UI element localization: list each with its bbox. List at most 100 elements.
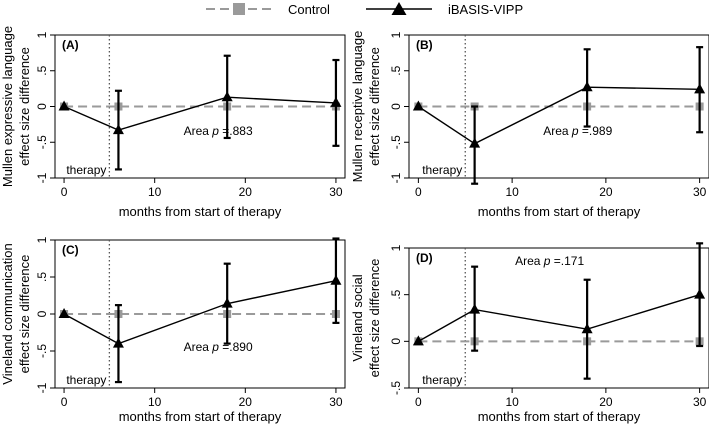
panel-b-xtick-label: 0: [415, 185, 422, 199]
panel-c-ytick-label: -.5: [35, 344, 49, 358]
panel-b-annotation-prefix: Area: [543, 124, 572, 138]
panel-a-ylabel-line2: effect size difference: [17, 47, 32, 166]
panel-b-annotation: Area p =.989: [543, 124, 612, 138]
panel-b-annotation-value: =.989: [579, 124, 613, 138]
panel-d-xtick-label: 30: [693, 395, 707, 409]
panel-c-annotation-prefix: Area: [184, 340, 213, 354]
panel-c-ytick-label: 0: [35, 310, 49, 317]
panel-a-xtick-label: 20: [239, 185, 253, 199]
panel-b-xtick-label: 30: [693, 185, 707, 199]
legend: Control iBASIS-VIPP: [206, 2, 523, 17]
panel-b-label: (B): [416, 38, 433, 52]
panel-b-ylabel-line1: Mullen receptive language: [350, 31, 365, 183]
panel-c-xtick-label: 30: [329, 395, 343, 409]
panel-d-treatment-point: [412, 335, 424, 346]
panel-c-treatment-line: [63, 280, 337, 345]
panel-d-label: (D): [416, 251, 433, 265]
panel-a-annotation: Area p =.883: [184, 124, 253, 138]
panel-b-xlabel: months from start of therapy: [478, 204, 641, 219]
panel-c-xtick-label: 10: [148, 395, 162, 409]
panel-b-ytick-label: 0: [389, 103, 403, 110]
panel-a-treatment-point: [330, 96, 342, 107]
panel-a-ytick-label: 1: [35, 31, 49, 38]
panel-b-treatment-point: [412, 100, 424, 111]
panel-d-annotation: Area p =.171: [515, 254, 584, 268]
panel-d-annotation-prefix: Area: [515, 254, 544, 268]
panel-c-ytick-label: .5: [35, 272, 49, 282]
panel-c-label: (C): [62, 243, 79, 257]
panel-b-treatment-line: [417, 86, 700, 145]
panel-c-annotation: Area p =.890: [184, 340, 253, 354]
panel-a-ytick-label: -1: [35, 172, 49, 183]
panel-d-annotation-p: p: [543, 254, 551, 268]
panel-c-xtick-label: 20: [239, 395, 253, 409]
panel-a-treatment-point: [112, 124, 124, 135]
panel-b-xtick-label: 10: [505, 185, 519, 199]
legend-control-marker: [233, 3, 245, 15]
panel-b-annotation-p: p: [571, 124, 579, 138]
panel-c-treatment-point: [112, 337, 124, 348]
panel-c-ytick-label: 1: [35, 236, 49, 243]
panel-b-ytick-label: -.5: [389, 135, 403, 149]
panel-a-treatment-line: [63, 96, 336, 131]
legend-treatment-marker: [391, 2, 407, 15]
panel-d-frame: [408, 247, 709, 389]
panel-d-therapy-label: therapy: [422, 373, 462, 387]
panel-a-treatment-point: [221, 91, 233, 102]
panel-d-treatment-point: [694, 288, 706, 299]
panel-c-ylabel-line1: Vineland communication: [0, 243, 15, 384]
panel-d-ytick-label: 0: [389, 338, 403, 345]
panel-a-annotation-prefix: Area: [184, 124, 213, 138]
panel-b-treatment-point: [694, 83, 706, 94]
panel-b-treatment-point: [469, 137, 481, 148]
panel-a-xlabel: months from start of therapy: [119, 204, 282, 219]
legend-control-label: Control: [288, 2, 330, 17]
panel-c-treatment-point: [58, 308, 70, 318]
panel-b-ytick-label: 1: [389, 31, 403, 38]
panel-c-annotation-value: =.890: [219, 340, 253, 354]
panel-a-therapy-label: therapy: [66, 163, 106, 177]
panel-c-therapy-label: therapy: [66, 373, 106, 387]
panel-a-ytick-label: .5: [35, 65, 49, 75]
panel-d-ytick-label: .5: [389, 289, 403, 299]
panel-a-xtick-label: 30: [329, 185, 343, 199]
panel-b-treatment-point: [581, 81, 593, 92]
panel-a-treatment-point: [58, 100, 70, 111]
panel-a-ytick-label: -.5: [35, 135, 49, 149]
panel-a-label: (A): [62, 38, 79, 52]
panel-d-treatment-line: [418, 293, 700, 342]
panel-b-xtick-label: 20: [599, 185, 613, 199]
panel-b-ylabel-line2: effect size difference: [367, 47, 382, 166]
panel-b-ytick-label: -1: [389, 172, 403, 183]
panel-d-annotation-value: =.171: [550, 254, 584, 268]
panel-d-ylabel-line1: Vineland social: [350, 274, 365, 361]
panel-c-ylabel-line2: effect size difference: [17, 255, 32, 374]
panel-c-ytick-label: -1: [35, 382, 49, 393]
panel-a-ytick-label: 0: [35, 103, 49, 110]
panel-d-treatment-point: [581, 323, 593, 334]
panel-a-annotation-p: p: [211, 124, 219, 138]
panel-d-xtick-label: 20: [599, 395, 613, 409]
legend-treatment-label: iBASIS-VIPP: [448, 2, 523, 17]
panel-b-ytick-label: .5: [389, 65, 403, 75]
panel-a-xtick-label: 0: [61, 185, 68, 199]
panel-b-therapy-label: therapy: [422, 163, 462, 177]
panel-c-treatment-point: [221, 297, 233, 308]
panel-d-treatment-point: [469, 303, 481, 314]
panel-a-annotation-value: =.883: [219, 124, 253, 138]
panel-c-xtick-label: 0: [61, 395, 68, 409]
panel-d-ytick-label: -.5: [389, 381, 403, 395]
panel-d-ytick-label: 1: [389, 244, 403, 251]
panel-a-ylabel-line1: Mullen expressive language: [0, 26, 15, 187]
panel-d-xlabel: months from start of therapy: [478, 409, 641, 424]
panel-a-xtick-label: 10: [148, 185, 162, 199]
panel-c-xlabel: months from start of therapy: [119, 409, 282, 424]
panel-c-treatment-point: [330, 274, 342, 285]
panel-d-xtick-label: 10: [505, 395, 519, 409]
